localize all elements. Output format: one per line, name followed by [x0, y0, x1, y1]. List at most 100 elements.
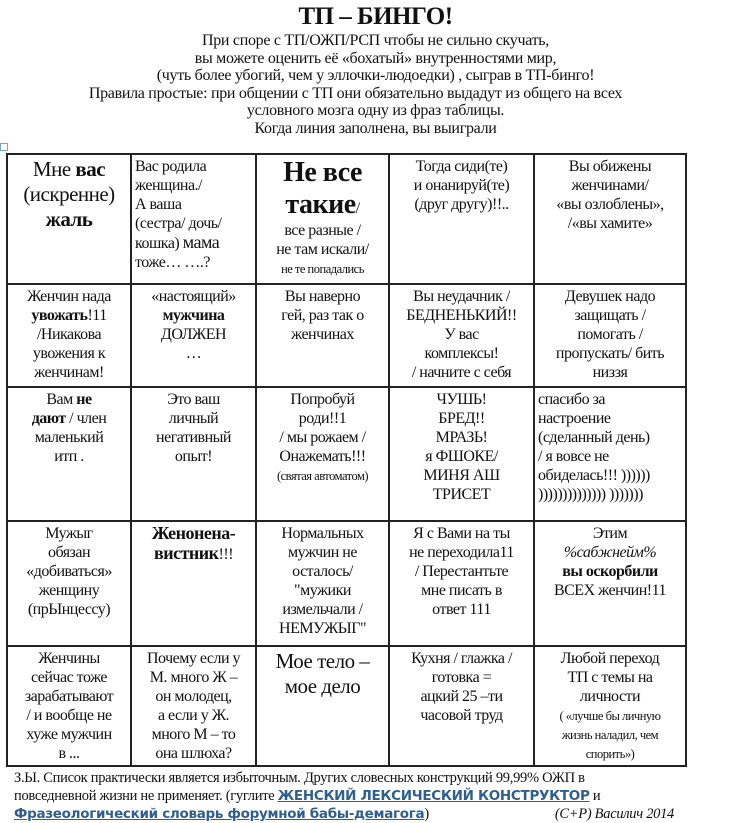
cell-text: ТП с темы на: [567, 669, 653, 686]
link-phrase-dictionary[interactable]: Фразеологический словарь форумной бабы-д…: [14, 806, 425, 822]
cell-text: много М – то: [151, 726, 236, 743]
cell-text: измельчали /: [282, 601, 363, 618]
cell-line: вистник!!!: [135, 544, 252, 564]
cell-text: (сделанный день): [538, 429, 650, 446]
grid-cell: Вам не дают / член маленький итп .: [6, 386, 132, 522]
cell-text: она шлюха?: [155, 745, 232, 762]
cell-text: «добиваться»: [26, 563, 112, 580]
cell-line: Мужыг: [11, 524, 127, 543]
intro-line: вы можете оценить её «бохатый» внутренно…: [194, 49, 557, 67]
cell-line: )))))))))))))) ))))))): [538, 485, 682, 504]
cell-line: низзя: [538, 363, 682, 382]
grid-cell: Попробуй роди!!1 / мы рожаем / Онажемать!!!…: [255, 386, 390, 522]
grid-row: Мне вас (искренне) жаль Вас родила женщина./…: [6, 153, 687, 285]
cell-text: Попробуй: [290, 391, 355, 408]
cell-text: (искренне): [23, 182, 115, 206]
cell-line: /«вы хамите»: [538, 214, 682, 233]
cell-line: женщина./: [135, 176, 252, 195]
cell-text: !11: [87, 307, 107, 324]
cell-line: он молодец,: [135, 687, 252, 706]
cell-line: ВСЕХ женчин!11: [538, 581, 682, 600]
cell-text: (прЫнцессу): [27, 601, 111, 618]
grid-cell: Любой переход ТП с темы на личности ( «лучш…: [533, 645, 687, 767]
cell-line: Кухня / глажка /: [393, 649, 530, 668]
cell-line: не там искали/: [260, 240, 385, 259]
cell-text: / начните с себя: [411, 364, 512, 381]
footer-text: повседневной жизни не применяет. (гуглит…: [14, 788, 278, 804]
cell-line: «настоящий»: [135, 287, 252, 306]
cell-text: комплексы!: [424, 345, 499, 362]
cell-line: …: [135, 344, 252, 363]
cell-line: в ...: [11, 744, 127, 763]
footer-note: З.Ы. Список практически является избыточ…: [14, 769, 714, 823]
cell-text: МИНЯ АШ: [423, 467, 500, 484]
grid-cell: спасибо за настроение (сделанный день) / я …: [533, 386, 687, 522]
cell-line: она шлюха?: [135, 744, 252, 763]
cell-line: хуже мужчин: [11, 725, 127, 744]
cell-text: он молодец,: [155, 688, 232, 705]
cell-line: настроение: [538, 409, 682, 428]
grid-row: Женчины сейчас тоже зарабатывают / и вообще…: [6, 645, 687, 767]
footer-line: З.Ы. Список практически является избыточ…: [14, 770, 585, 786]
cell-text: !!!: [218, 546, 234, 563]
cell-text: женщина./: [135, 177, 203, 194]
cell-text: А ваша: [135, 196, 182, 213]
cell-text: женчинами/: [571, 177, 649, 194]
cell-text: защищать /: [574, 307, 646, 324]
cell-text: роди!!1: [298, 410, 347, 427]
cell-text: помогать /: [577, 326, 643, 343]
signature: (С+Р) Василич 2014: [554, 806, 674, 822]
cell-line: Вы неудачник /: [393, 287, 530, 306]
cell-text: гей, раз так о: [281, 307, 364, 324]
grid-cell: Вы наверно гей, раз так о женчинах: [255, 283, 390, 388]
cell-text: все разные /: [284, 222, 361, 239]
intro-line: (чуть более убогий, чем у эллочки-людоед…: [156, 67, 595, 84]
cell-line: много М – то: [135, 725, 252, 744]
cell-text: ЧУШЬ!: [436, 391, 487, 408]
cell-text: ТРИСЕТ: [432, 486, 491, 503]
cell-line: Женчин нада: [11, 287, 127, 306]
link-lexical-constructor[interactable]: ЖЕНСКИЙ ЛЕКСИЧЕСКИЙ КОНСТРУКТОР: [277, 788, 590, 804]
cell-line: ДОЛЖЕН: [135, 325, 252, 344]
cell-text: увожать: [31, 307, 88, 324]
cell-text: обязан: [47, 544, 91, 561]
cell-line: У вас: [393, 325, 530, 344]
grid-row: Женчин нада увожать!11/Никакова увожения к…: [6, 283, 687, 388]
cell-line: «добиваться»: [11, 562, 127, 581]
cell-text: / член: [65, 410, 107, 427]
header: ТП – БИНГО! При споре с ТП/ОЖП/РСП чтобы…: [0, 0, 751, 151]
intro-line: Правила простые: при общении с ТП они об…: [88, 84, 623, 102]
cell-text: женчинам!: [34, 364, 104, 381]
cell-text: осталось/: [292, 563, 353, 580]
cell-text: хуже мужчин: [26, 726, 112, 743]
cell-text: пропускать/ бить: [555, 345, 665, 362]
cell-line: и онанируй(те): [393, 176, 530, 195]
cell-line: БЕДНЕНЬКИЙ!!: [393, 306, 530, 325]
cell-line: (прЫнцессу): [11, 600, 127, 619]
cell-line: помогать /: [538, 325, 682, 344]
cell-line: маленький: [11, 428, 127, 447]
cell-text: ВСЕХ женчин!11: [553, 582, 667, 599]
cell-line: жизнь наладил, чем: [538, 725, 682, 744]
cell-text: обиделась!!! )))))): [538, 467, 650, 484]
cell-text: вистник: [153, 543, 219, 563]
cell-text: (друг другу)!!..: [414, 196, 509, 213]
cell-text: спорить»): [585, 747, 635, 761]
cell-text: Нормальных: [281, 525, 364, 542]
cell-line: / мы рожаем /: [260, 428, 385, 447]
cell-line: / я вовсе не: [538, 447, 682, 466]
cell-text: Вам: [46, 391, 77, 408]
grid-cell: Женчины сейчас тоже зарабатывают / и вообще…: [6, 645, 132, 767]
cell-text: %сабжнейм%: [563, 544, 657, 561]
intro-line: Когда линия заполнена, вы выиграли: [254, 119, 497, 137]
cell-text: Женчины: [38, 650, 100, 667]
cell-line: Женонена-: [135, 524, 252, 544]
cell-line: мое дело: [260, 674, 385, 699]
cell-line: обязан: [11, 543, 127, 562]
cell-text: негативный: [156, 429, 231, 446]
cell-text: "мужики: [294, 582, 351, 599]
cell-line: мужчин не: [260, 543, 385, 562]
footer-text: и: [589, 788, 601, 804]
cell-text: Девушек надо: [564, 288, 656, 305]
cell-line: гей, раз так о: [260, 306, 385, 325]
